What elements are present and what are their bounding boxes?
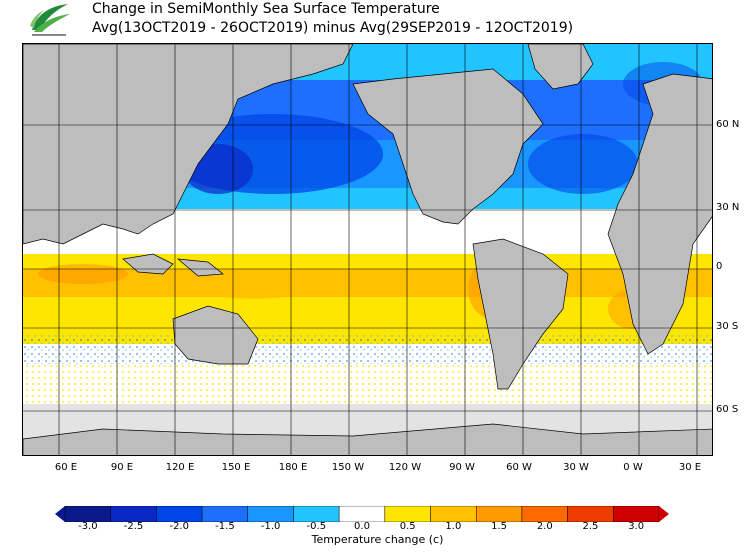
colorbar-cell: [475, 506, 523, 522]
lon-label: 120 W: [388, 462, 422, 473]
colorbar-cell: [293, 506, 340, 522]
colorbar-tick-label: 1.0: [445, 521, 462, 532]
lon-label: 150 W: [331, 462, 365, 473]
map-title: Change in SemiMonthly Sea Surface Temper…: [92, 1, 440, 17]
colorbar-tick-label: -0.5: [306, 521, 327, 532]
lat-label: 0: [716, 261, 723, 272]
map-subtitle: Avg(13OCT2019 - 26OCT2019) minus Avg(29S…: [92, 20, 574, 36]
colorbar-tick-label: 0.0: [354, 521, 370, 532]
lon-label: 60 W: [506, 462, 532, 473]
colorbar-tick-label: -2.0: [169, 521, 189, 532]
lat-label: 30 S: [716, 321, 739, 332]
lon-label: 60 E: [54, 462, 78, 473]
colorbar: [55, 506, 669, 522]
graticule: [23, 44, 712, 455]
sst-change-map: [22, 43, 713, 456]
land-masses: [23, 44, 712, 455]
colorbar-cell: [384, 506, 431, 522]
colorbar-cell: [156, 506, 203, 522]
lat-label: 30 N: [716, 202, 740, 213]
lon-label: 150 E: [221, 462, 251, 473]
colorbar-tick-label: -3.0: [78, 521, 98, 532]
colorbar-tick-label: 0.5: [399, 521, 416, 532]
colorbar-tick-label: 2.0: [536, 521, 553, 532]
colorbar-tick-label: -1.0: [260, 521, 281, 532]
colorbar-left-arrow: [55, 506, 65, 522]
colorbar-tick-label: -1.5: [215, 521, 235, 532]
lon-label: 180 E: [278, 462, 308, 473]
lon-label: 30 E: [678, 462, 702, 473]
colorbar-cell: [247, 506, 294, 522]
lat-label: 60 S: [716, 404, 739, 415]
colorbar-cell: [613, 506, 660, 522]
lon-label: 120 E: [165, 462, 195, 473]
lon-label: 90 E: [110, 462, 134, 473]
colorbar-tick-label: 3.0: [628, 521, 645, 532]
lon-label: 0 W: [623, 462, 643, 473]
agency-logo: [30, 4, 70, 36]
colorbar-label: Temperature change (c): [311, 533, 444, 546]
colorbar-cell: [567, 506, 614, 522]
colorbar-tick-label: 1.5: [491, 521, 508, 532]
colorbar-cell: [64, 506, 111, 522]
colorbar-cell: [521, 506, 568, 522]
colorbar-cell: [110, 506, 157, 522]
colorbar-tick-label: 2.5: [582, 521, 599, 532]
lon-label: 30 W: [563, 462, 589, 473]
colorbar-cell: [338, 506, 386, 522]
lat-label: 60 N: [716, 119, 740, 130]
colorbar-tick-label: -2.5: [123, 521, 144, 532]
colorbar-cell: [430, 506, 477, 522]
colorbar-cell: [201, 506, 249, 522]
lon-label: 90 W: [449, 462, 475, 473]
colorbar-right-arrow: [659, 506, 669, 522]
